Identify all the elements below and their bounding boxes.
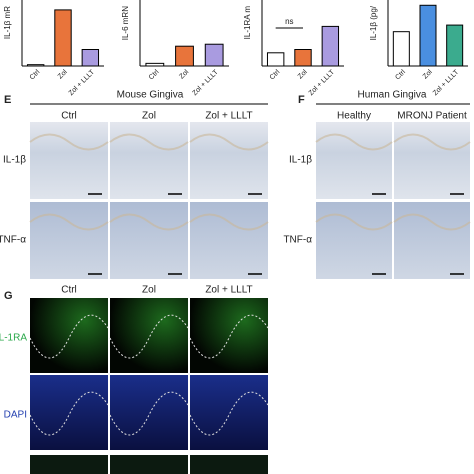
basement-membrane <box>189 314 269 359</box>
bar <box>392 31 410 67</box>
fluorescence-image <box>110 455 188 474</box>
fluorescence-image <box>30 455 108 474</box>
column-label: Zol <box>142 111 156 122</box>
basement-membrane <box>29 391 109 436</box>
micrograph <box>30 122 108 199</box>
x-tick-label: Ctrl <box>394 68 407 81</box>
annotation: ns <box>285 17 293 26</box>
y-axis-label: IL-6 mRN <box>121 6 130 40</box>
micrograph <box>316 122 392 199</box>
x-tick-label: Ctrl <box>269 68 282 81</box>
column-label: MRONJ Patient <box>397 111 467 122</box>
column-label: Ctrl <box>61 111 77 122</box>
panel-title: Mouse Gingiva <box>117 90 184 101</box>
tissue-edge <box>393 213 471 231</box>
row-label: IL-1RA <box>0 333 27 344</box>
row-label: TNF-α <box>0 235 26 246</box>
fluorescence-image <box>30 375 108 450</box>
micrograph <box>30 202 108 279</box>
x-tick-label: Zol <box>57 68 69 80</box>
micrograph <box>110 202 188 279</box>
panel-letter: E <box>4 94 11 106</box>
panel-letter: G <box>4 290 13 302</box>
bar <box>266 52 285 67</box>
basement-membrane <box>29 314 109 359</box>
basement-membrane <box>189 391 269 436</box>
tissue-edge <box>29 133 109 151</box>
fluorescence-image <box>190 455 268 474</box>
fluorescence-image <box>110 298 188 373</box>
tissue-edge <box>189 133 269 151</box>
x-tick-label: Zol + LLLT <box>192 68 221 97</box>
bar <box>26 64 45 67</box>
x-tick-label: Zol <box>297 68 309 80</box>
bar <box>419 4 437 67</box>
tissue-edge <box>29 213 109 231</box>
y-axis-label: IL-1β (pg/ <box>369 5 378 40</box>
x-tick-label: Zol <box>178 68 190 80</box>
row-label: TNF-α <box>283 235 312 246</box>
column-label: Zol + LLLT <box>205 285 252 296</box>
bar <box>54 9 72 67</box>
x-tick-label: Ctrl <box>29 68 42 81</box>
tissue-edge <box>315 133 393 151</box>
x-tick-label: Zol + LLLT <box>432 68 461 97</box>
basement-membrane <box>109 314 189 359</box>
row-label: DAPI <box>4 410 27 421</box>
bar <box>204 43 224 67</box>
bar <box>175 45 194 67</box>
y-axis-label: IL-1RA m <box>243 6 252 40</box>
bar <box>81 49 100 67</box>
tissue-edge <box>109 133 189 151</box>
x-tick-label: Zol <box>422 68 434 80</box>
micrograph <box>316 202 392 279</box>
bar <box>321 25 340 67</box>
column-label: Ctrl <box>61 285 77 296</box>
micrograph <box>394 122 470 199</box>
fluorescence-image <box>190 298 268 373</box>
x-tick-label: Zol + LLLT <box>308 68 337 97</box>
micrograph <box>190 122 268 199</box>
row-label: IL-1β <box>289 155 312 166</box>
tissue-edge <box>189 213 269 231</box>
fluorescence-image <box>110 375 188 450</box>
bar <box>446 24 464 67</box>
panel-letter: F <box>298 94 305 106</box>
x-tick-label: Ctrl <box>148 68 161 81</box>
tissue-edge <box>393 133 471 151</box>
y-axis-label: IL-1β mR <box>3 6 12 39</box>
column-label: Healthy <box>337 111 371 122</box>
row-label: IL-1β <box>3 155 26 166</box>
micrograph <box>110 122 188 199</box>
fluorescence-image <box>30 298 108 373</box>
basement-membrane <box>109 391 189 436</box>
bar <box>294 49 312 67</box>
micrograph <box>394 202 470 279</box>
column-label: Zol + LLLT <box>205 111 252 122</box>
x-tick-label: Zol + LLLT <box>68 68 97 97</box>
micrograph <box>190 202 268 279</box>
bar <box>145 62 165 67</box>
tissue-edge <box>315 213 393 231</box>
column-label: Zol <box>142 285 156 296</box>
panel-title: Human Gingiva <box>358 90 427 101</box>
fluorescence-image <box>190 375 268 450</box>
tissue-edge <box>109 213 189 231</box>
